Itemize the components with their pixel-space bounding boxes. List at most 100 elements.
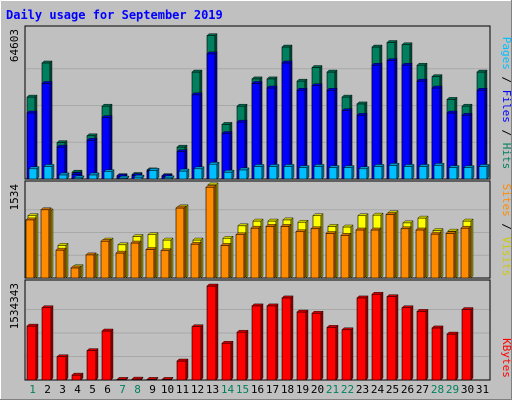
x-tick-label: 29 <box>446 383 459 396</box>
files-bar <box>326 87 338 180</box>
pages-bar-face <box>268 166 278 180</box>
pages-bar-face <box>88 174 98 180</box>
sites-bar-face <box>355 229 365 279</box>
files-bar-side <box>304 87 308 180</box>
pages-bar-side <box>201 166 205 180</box>
sites-bar-side <box>258 225 262 279</box>
kbytes-bar-face <box>221 342 232 381</box>
kbytes-bar-side <box>200 324 204 381</box>
sites-bar-face <box>235 234 245 279</box>
visits-bar-side <box>470 218 474 279</box>
kbytes-bar-face <box>206 285 217 381</box>
x-tick-label: 4 <box>74 383 81 396</box>
pages-bar-side <box>471 165 475 180</box>
kbytes-bar-side <box>350 327 354 381</box>
kbytes-bar-face <box>326 327 337 381</box>
kbytes-bar <box>116 376 129 381</box>
sites-bar-face <box>100 240 110 279</box>
files-bar <box>461 112 473 180</box>
visits-bar-side <box>365 213 369 279</box>
pages-bar <box>463 165 475 180</box>
kbytes-bar <box>341 327 354 381</box>
pages-bar-side <box>381 164 385 180</box>
visits-bar-side <box>245 223 249 279</box>
files-bar-side <box>289 60 293 180</box>
sites-bar-face <box>115 252 125 279</box>
sites-bar <box>295 229 307 279</box>
pages-bar <box>373 164 385 180</box>
x-tick-label: 26 <box>401 383 414 396</box>
pages-bar <box>43 164 55 180</box>
pages-bar-side <box>441 162 445 180</box>
kbytes-bar-side <box>365 295 369 381</box>
pages-bar-face <box>133 176 143 180</box>
visits-bar-side <box>335 223 339 279</box>
pages-bar-face <box>283 166 293 180</box>
legend-visits-panel-separator: / <box>500 217 512 237</box>
kbytes-bar-face <box>41 307 52 381</box>
sites-bar <box>265 223 277 279</box>
visits-bar-side <box>50 208 54 279</box>
x-tick-label: 17 <box>266 383 279 396</box>
pages-bar <box>433 162 445 180</box>
sites-bar-side <box>228 242 232 279</box>
files-bar <box>401 62 413 180</box>
pages-bar-side <box>411 164 415 180</box>
pages-bar-side <box>81 175 85 180</box>
legend-hits-panel-part: Hits <box>500 143 512 170</box>
sites-bar-face <box>175 207 185 279</box>
kbytes-bar-side <box>170 376 174 381</box>
sites-bar <box>55 247 67 279</box>
legend-hits-panel: Pages / Files / Hits <box>500 37 512 170</box>
sites-bar-side <box>348 232 352 279</box>
kbytes-bar-face <box>86 350 97 381</box>
sites-bar <box>160 248 172 279</box>
kbytes-bar-side <box>230 340 234 381</box>
visits-bar-side <box>170 237 174 279</box>
kbytes-bar-face <box>191 326 202 381</box>
visits-bar-side <box>275 218 279 279</box>
chart-title: Daily usage for September 2019 <box>6 8 223 22</box>
sites-bar-face <box>55 249 65 279</box>
pages-bar-face <box>58 174 68 180</box>
pages-bar-face <box>478 166 488 180</box>
x-tick-label: 25 <box>386 383 399 396</box>
kbytes-bar <box>386 294 399 381</box>
files-bar <box>416 78 428 180</box>
kbytes-bar-side <box>335 324 339 381</box>
kbytes-bar-face <box>251 305 262 381</box>
files-bar-face <box>281 62 291 180</box>
sites-bar-face <box>325 233 335 279</box>
pages-bar-side <box>396 162 400 180</box>
sites-bar-face <box>25 219 35 279</box>
pages-bar-side <box>66 172 70 180</box>
files-bar-face <box>191 94 201 180</box>
sites-bar <box>220 242 232 279</box>
pages-bar-side <box>426 164 430 180</box>
pages-bar-face <box>148 170 158 180</box>
sites-bar-face <box>280 226 290 279</box>
sites-bar-face <box>190 243 200 279</box>
sites-bar-side <box>378 227 382 279</box>
kbytes-bar-face <box>401 307 412 381</box>
sites-bar-face <box>295 231 305 279</box>
pages-bar <box>268 164 280 180</box>
sites-bar-face <box>40 209 50 279</box>
sites-bar <box>70 265 82 279</box>
kbytes-bar <box>431 325 444 381</box>
pages-bar <box>253 164 265 180</box>
kbytes-bar <box>86 348 99 381</box>
pages-bar <box>418 164 430 180</box>
kbytes-bar-face <box>311 312 322 381</box>
kbytes-bar-side <box>290 295 294 381</box>
x-tick-label: 31 <box>476 383 489 396</box>
pages-bar-side <box>291 164 295 180</box>
kbytes-bar <box>311 310 324 381</box>
pages-bar-side <box>231 169 235 180</box>
x-tick-label: 5 <box>89 383 96 396</box>
pages-bar-face <box>433 165 443 180</box>
visits-bar-side <box>410 220 414 279</box>
legend-kbytes-panel-part: KBytes <box>500 338 512 378</box>
kbytes-bar <box>266 303 279 381</box>
x-tick-label: 9 <box>149 383 156 396</box>
